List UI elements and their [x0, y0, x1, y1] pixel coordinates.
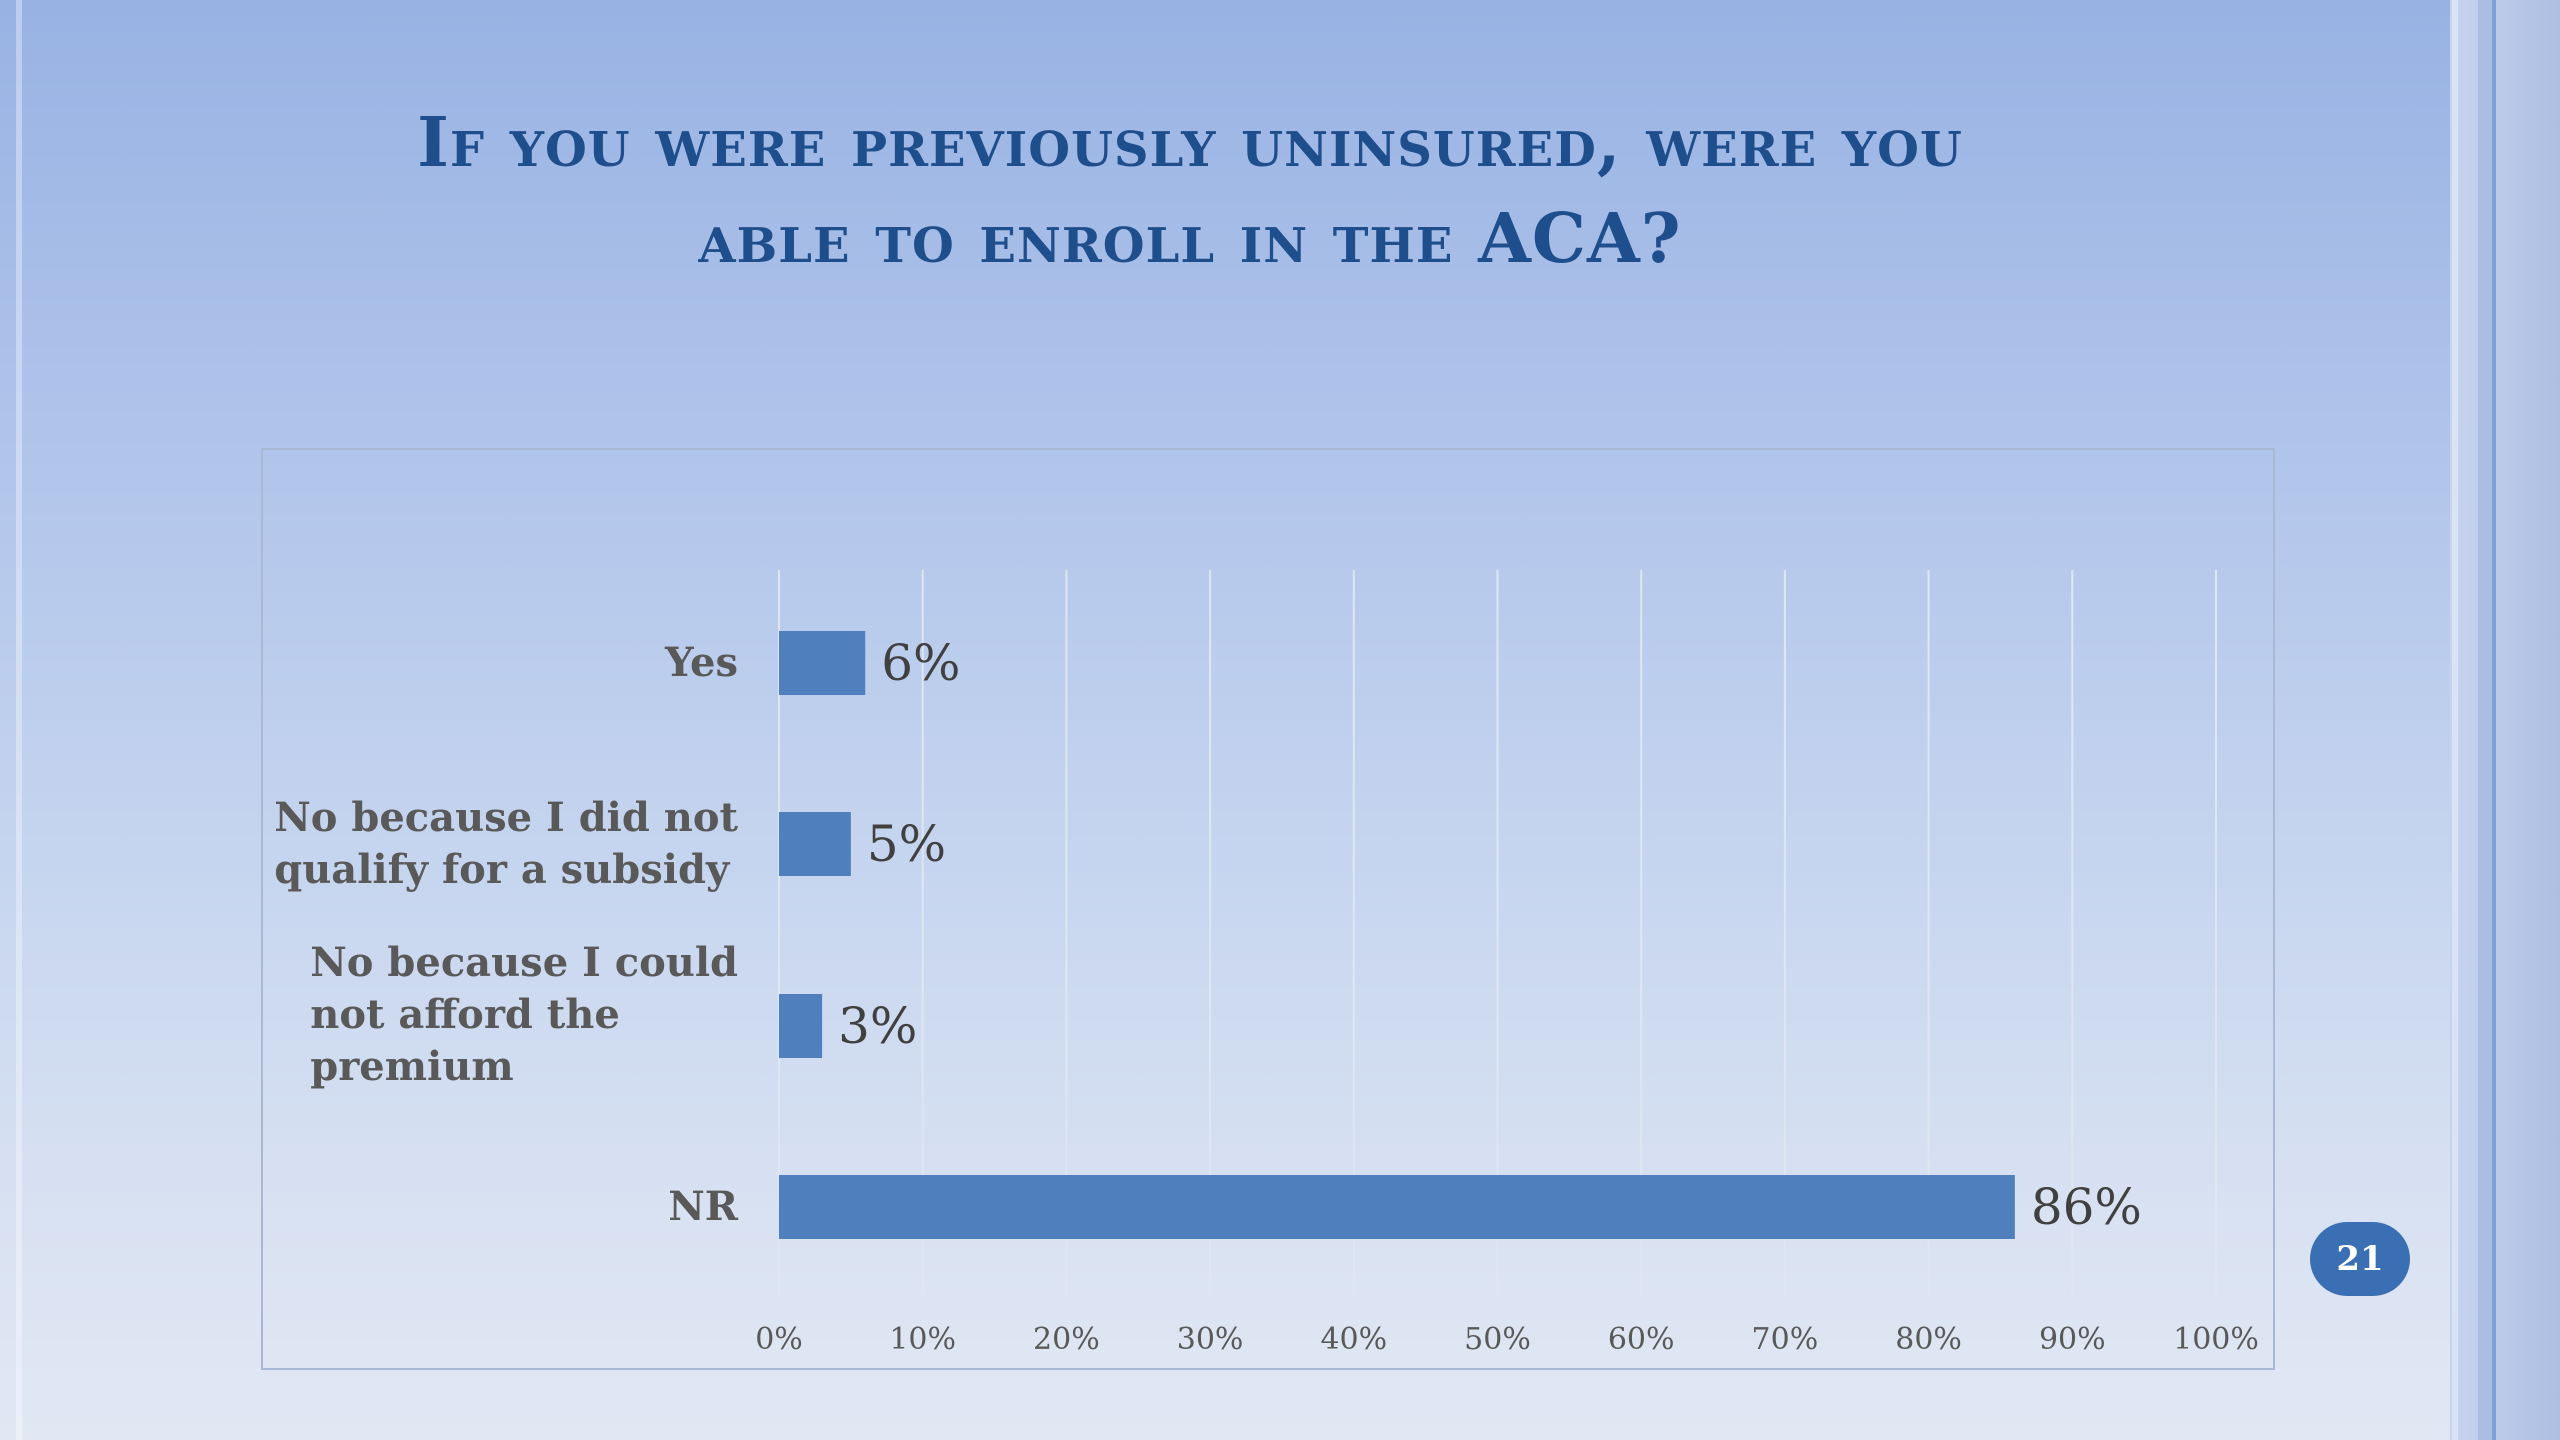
slide-right-decoration	[2450, 0, 2560, 1440]
page-number-badge: 21	[2310, 1222, 2410, 1296]
bar	[779, 994, 823, 1058]
category-label: No because I could not afford the premium	[310, 939, 738, 1090]
x-tick-label: 90%	[2039, 1322, 2106, 1357]
data-label: 5%	[867, 815, 946, 873]
bar	[779, 631, 866, 695]
category-label-line: qualify for a subsidy	[274, 846, 731, 893]
x-tick-label: 10%	[889, 1322, 956, 1357]
chart-bars	[779, 631, 2015, 1239]
data-label: 6%	[881, 634, 960, 692]
slide-title-line-1: If you were previously uninsured, were y…	[417, 103, 1963, 183]
category-label: Yes	[664, 639, 738, 686]
slide-right-stripe-light	[2452, 0, 2458, 1440]
bar	[779, 1175, 2015, 1239]
slide-right-stripe-mid	[2478, 0, 2496, 1440]
slide-title: If you were previously uninsured, were y…	[190, 95, 2190, 287]
category-label-line: premium	[310, 1043, 513, 1090]
chart-area-frame	[261, 448, 2275, 1370]
chart-labels: 0% 10% 20% 30% 40% 50% 60% 70% 80% 90% 100% 6% Yes 5%…	[274, 634, 2259, 1357]
slide-title-line-2: able to enroll in the ACA?	[698, 199, 1682, 279]
x-tick-label: 0%	[755, 1322, 803, 1357]
x-tick-label: 60%	[1608, 1322, 1675, 1357]
x-tick-label: 80%	[1895, 1322, 1962, 1357]
x-tick-label: 20%	[1033, 1322, 1100, 1357]
data-label: 86%	[2031, 1178, 2142, 1236]
slide-left-edge	[16, 0, 22, 1440]
x-tick-label: 50%	[1464, 1322, 1531, 1357]
x-tick-label: 40%	[1320, 1322, 1387, 1357]
data-label: 3%	[838, 997, 917, 1055]
category-label-line: not afford the	[310, 991, 620, 1038]
x-tick-label: 30%	[1177, 1322, 1244, 1357]
category-label: NR	[668, 1183, 739, 1230]
category-label-line: No because I did not	[274, 794, 738, 841]
category-label: No because I did not qualify for a subsid…	[274, 794, 738, 893]
x-tick-label: 100%	[2173, 1322, 2259, 1357]
slide-right-stripe-dark	[2492, 0, 2496, 1440]
category-label-line: No because I could	[310, 939, 738, 986]
x-tick-label: 70%	[1752, 1322, 1819, 1357]
bar	[779, 812, 851, 876]
